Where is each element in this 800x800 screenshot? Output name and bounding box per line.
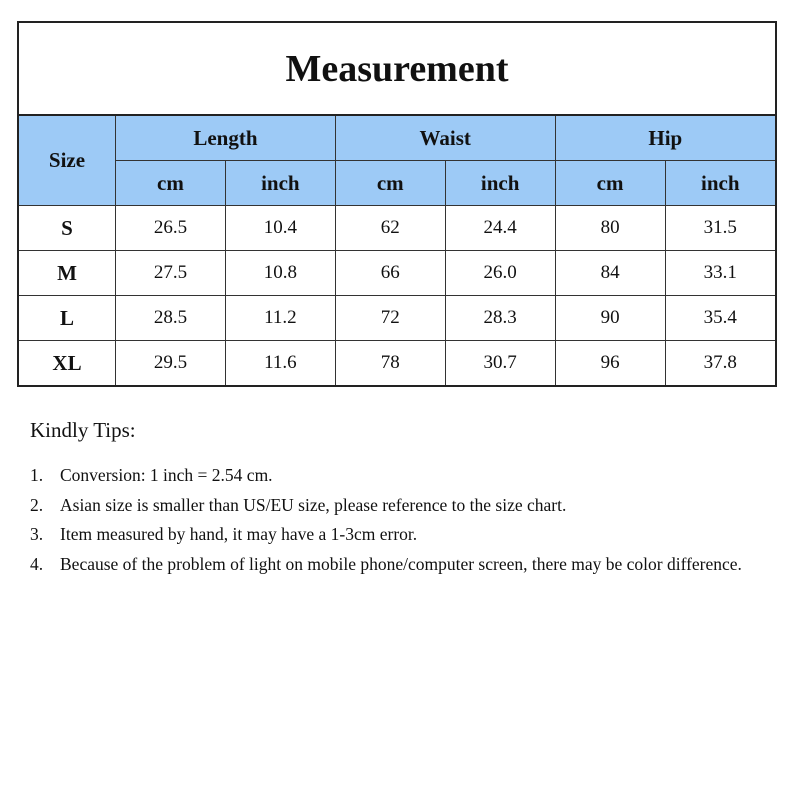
size-cell: L: [19, 295, 116, 341]
size-cell: XL: [19, 340, 116, 385]
table-row: M 27.5 10.8 66 26.0 84 33.1: [19, 250, 775, 296]
tip-item: 1. Conversion: 1 inch = 2.54 cm.: [30, 461, 770, 491]
size-header: Size: [19, 116, 116, 206]
value-cell: 10.8: [224, 250, 336, 296]
table-row: S 26.5 10.4 62 24.4 80 31.5: [19, 205, 775, 251]
value-cell: 27.5: [115, 250, 226, 296]
value-cell: 62: [334, 205, 446, 251]
value-cell: 37.8: [664, 340, 775, 385]
size-table: Size Length Waist Hip cm inch cm inch cm…: [19, 116, 775, 385]
tip-text: Item measured by hand, it may have a 1-3…: [60, 524, 418, 544]
group-header-waist: Waist: [334, 116, 556, 161]
value-cell: 30.7: [444, 340, 556, 385]
value-cell: 26.5: [115, 205, 226, 251]
value-cell: 10.4: [224, 205, 336, 251]
tip-number: 2.: [30, 494, 44, 515]
value-cell: 90: [554, 295, 666, 341]
unit-header: inch: [224, 160, 336, 206]
value-cell: 72: [334, 295, 446, 341]
tips-section: Kindly Tips: 1. Conversion: 1 inch = 2.54…: [30, 418, 770, 579]
group-header-length: Length: [115, 116, 336, 161]
tip-item: 2. Asian size is smaller than US/EU size,…: [30, 491, 770, 521]
value-cell: 11.2: [224, 295, 336, 341]
value-cell: 96: [554, 340, 666, 385]
value-cell: 80: [554, 205, 666, 251]
unit-header: inch: [664, 160, 775, 206]
unit-header: cm: [115, 160, 226, 206]
value-cell: 33.1: [664, 250, 775, 296]
tip-item: 3. Item measured by hand, it may have a 1…: [30, 520, 770, 550]
table-row: L 28.5 11.2 72 28.3 90 35.4: [19, 295, 775, 341]
unit-header: cm: [334, 160, 446, 206]
tip-text: Because of the problem of light on mobil…: [60, 553, 742, 574]
tip-number: 4.: [30, 553, 44, 574]
value-cell: 28.3: [444, 295, 556, 341]
tip-text: Asian size is smaller than US/EU size, p…: [60, 494, 567, 515]
tip-number: 1.: [30, 465, 44, 485]
tip-number: 3.: [30, 524, 44, 544]
tip-text: Conversion: 1 inch = 2.54 cm.: [60, 465, 273, 485]
unit-header: cm: [554, 160, 666, 206]
value-cell: 29.5: [115, 340, 226, 385]
tips-list: 1. Conversion: 1 inch = 2.54 cm. 2. Asian s…: [30, 461, 770, 579]
tip-item: 4. Because of the problem of light on mob…: [30, 550, 770, 580]
value-cell: 28.5: [115, 295, 226, 341]
unit-header: inch: [444, 160, 556, 206]
table-row: XL 29.5 11.6 78 30.7 96 37.8: [19, 340, 775, 385]
size-cell: M: [19, 250, 116, 296]
value-cell: 11.6: [224, 340, 336, 385]
size-cell: S: [19, 205, 116, 251]
tips-title: Kindly Tips:: [30, 418, 136, 442]
value-cell: 24.4: [444, 205, 556, 251]
group-header-hip: Hip: [554, 116, 775, 161]
size-chart: Measurement Size Length Waist Hip cm inc…: [17, 21, 777, 387]
value-cell: 78: [334, 340, 446, 385]
value-cell: 31.5: [664, 205, 775, 251]
chart-title: Measurement: [19, 23, 775, 116]
value-cell: 84: [554, 250, 666, 296]
value-cell: 66: [334, 250, 446, 296]
value-cell: 35.4: [664, 295, 775, 341]
value-cell: 26.0: [444, 250, 556, 296]
